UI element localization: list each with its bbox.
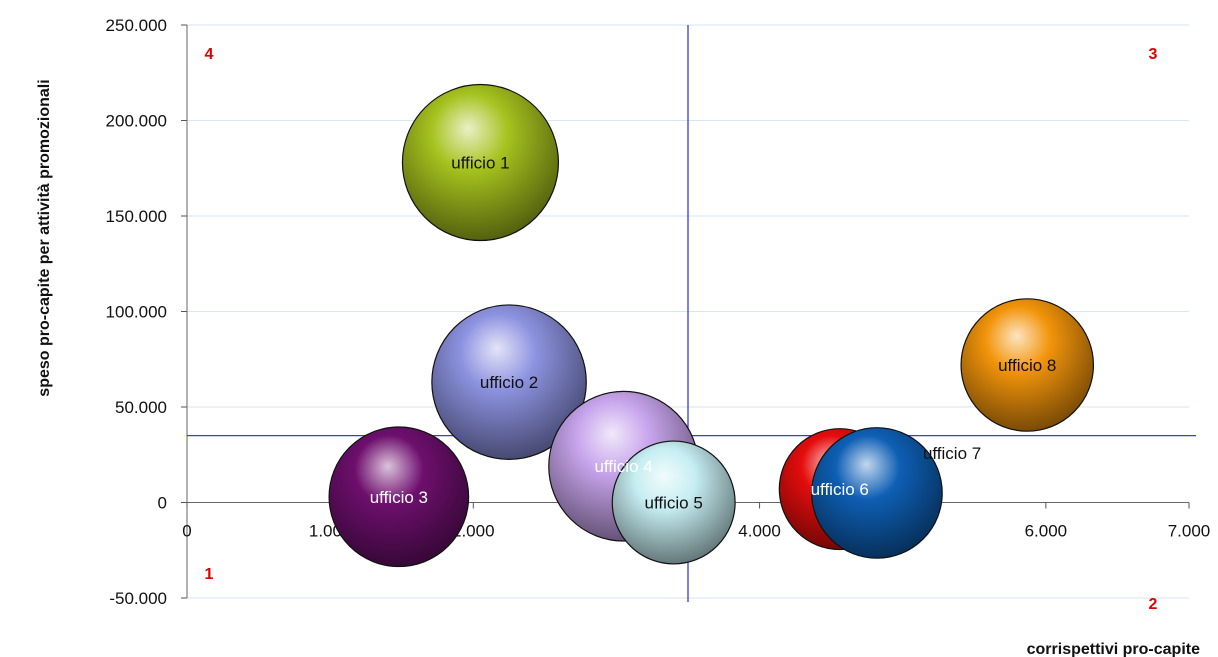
- y-tick-label: 50.000: [115, 398, 167, 417]
- bubble: [431, 304, 587, 460]
- x-tick-label: 0: [182, 522, 191, 541]
- y-tick-label: 100.000: [106, 303, 167, 322]
- bubble: [401, 83, 560, 242]
- bubble-label: ufficio 6: [811, 480, 869, 499]
- bubble-label: ufficio 5: [645, 494, 703, 513]
- y-tick-label: -50.000: [109, 589, 167, 608]
- y-axis-title: speso pro-capite per attività promoziona…: [36, 79, 53, 396]
- y-tick-label: 200.000: [106, 112, 167, 131]
- bubble: [328, 426, 470, 568]
- x-tick-label: 7.000: [1168, 522, 1211, 541]
- y-tick-label: 250.000: [106, 16, 167, 35]
- quadrant-label: 4: [205, 46, 214, 63]
- axis-layer: -50.000 0 50.000 100.000 150.000 200.000 250.0…: [106, 16, 1211, 608]
- bubble-label: ufficio 4: [594, 457, 652, 476]
- bubble: [960, 298, 1095, 432]
- quadrant-label: 2: [1149, 596, 1158, 613]
- bubble-label: ufficio 7: [923, 444, 981, 463]
- quadrant-label: 3: [1149, 46, 1158, 63]
- quadrant-labels: 4 3 1 2: [205, 46, 1158, 613]
- bubble: [811, 427, 943, 559]
- bubble: [611, 440, 736, 565]
- quadrant-label: 1: [205, 566, 214, 583]
- x-tick-label: 6.000: [1025, 522, 1068, 541]
- bubble-label: ufficio 2: [480, 373, 538, 392]
- x-axis-title: corrispettivi pro-capite: [1027, 641, 1200, 657]
- bubble-label: ufficio 1: [451, 154, 509, 173]
- bubble-labels: ufficio 1 ufficio 2 ufficio 3 ufficio 4 uffi…: [370, 154, 1057, 513]
- x-tick-label: 4.000: [738, 522, 781, 541]
- y-tick-label: 0: [158, 494, 167, 513]
- bubble-label: ufficio 3: [370, 488, 428, 507]
- bubble-label: ufficio 8: [998, 356, 1056, 375]
- y-tick-label: 150.000: [106, 207, 167, 226]
- bubbles: [328, 83, 1095, 568]
